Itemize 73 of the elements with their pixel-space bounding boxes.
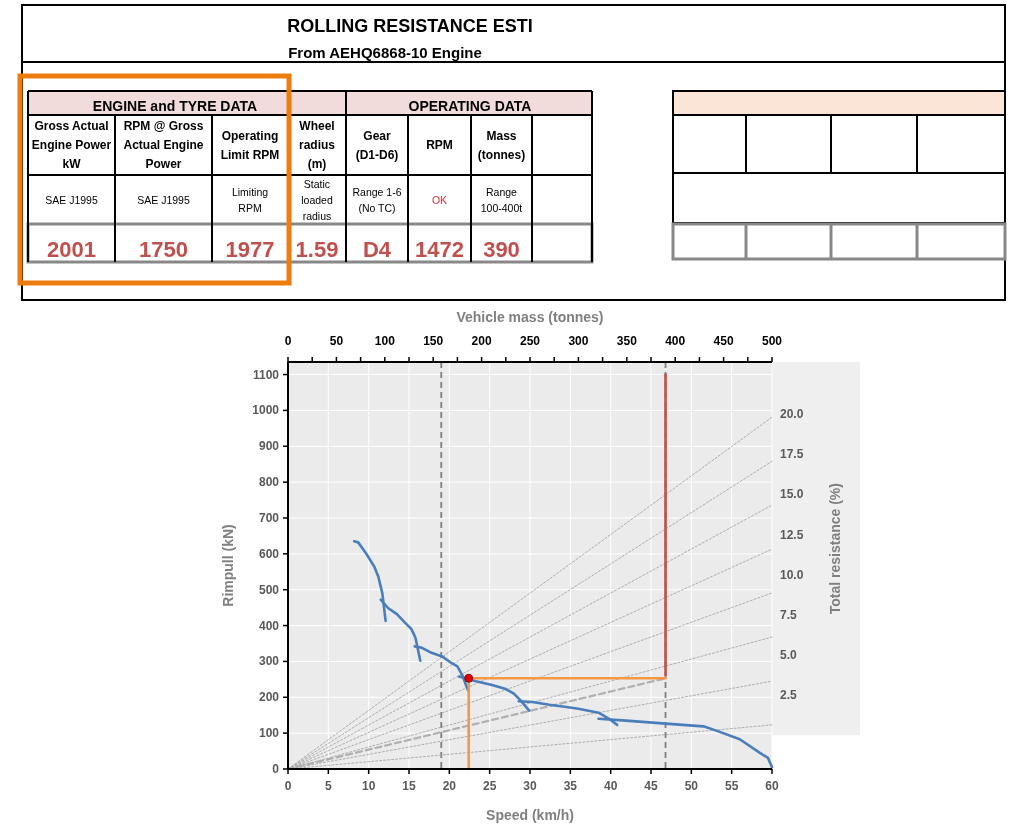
y2-tick-label: 7.5 [780, 607, 798, 622]
y-tick-label: 500 [258, 582, 280, 597]
text: SAE J1995 [137, 193, 190, 206]
x2-tick-label: 350 [616, 334, 638, 348]
x-tick-label: 20 [442, 779, 457, 793]
text: 1750 [139, 237, 188, 262]
y-tick-label: 0 [272, 762, 280, 776]
x-tick-label: 60 [765, 779, 779, 793]
text: OPERATING DATA [408, 98, 532, 114]
text: Range 1-6 (No TC) [352, 185, 402, 214]
y2-tick-label: 12.5 [780, 527, 804, 542]
text: OK [431, 193, 448, 206]
text: Operating Limit RPM [220, 128, 280, 162]
x-tick-label: 30 [523, 779, 537, 793]
text: 390 [483, 237, 520, 262]
x2-tick-label: 500 [761, 334, 783, 348]
x-tick-label: 40 [603, 779, 618, 793]
y2-tick-label: 10.0 [780, 567, 804, 582]
text: Gross Actual Engine Power kW [31, 119, 112, 171]
text: Static loaded radius [301, 177, 333, 222]
y-tick-label: 600 [258, 546, 280, 561]
chart-title: ROLLING RESISTANCE ESTI [287, 16, 533, 36]
y2-tick-label: 17.5 [780, 447, 804, 462]
x-tick-label: 25 [482, 779, 497, 793]
x2-tick-label: 400 [665, 334, 686, 348]
y-axis-title: Rimpull (kN) [220, 524, 236, 607]
y-tick-label: 700 [258, 510, 280, 525]
text: 2001 [47, 237, 96, 262]
text: Limiting RPM [231, 185, 269, 214]
y-tick-label: 200 [258, 690, 280, 705]
text: 1472 [415, 237, 464, 262]
x-axis-title: Speed (km/h) [486, 807, 574, 823]
y2-tick-label: 2.5 [780, 688, 798, 703]
x2-tick-label: 300 [568, 334, 589, 348]
x-tick-label: 55 [724, 779, 739, 793]
y2-tick-label: 5.0 [780, 648, 798, 663]
y-tick-label: 100 [258, 726, 280, 741]
x-tick-label: 0 [284, 779, 292, 793]
x-tick-label: 5 [324, 779, 332, 793]
text: SAE J1995 [45, 193, 98, 206]
x2-axis-title: Vehicle mass (tonnes) [456, 309, 604, 325]
x2-tick-label: 50 [329, 334, 344, 348]
text: 1.59 [295, 237, 339, 262]
x2-tick-label: 0 [284, 334, 292, 348]
x2-tick-label: 200 [471, 334, 492, 348]
text: ENGINE and TYRE DATA [92, 98, 258, 114]
x2-tick-label: 100 [374, 334, 396, 348]
text: D4 [362, 237, 392, 262]
x2-tick-label: 450 [713, 334, 734, 348]
y-tick-label: 800 [258, 475, 280, 490]
text: 1977 [225, 237, 275, 262]
y2-tick-label: 15.0 [780, 487, 804, 502]
y-tick-label: 900 [258, 439, 280, 454]
text: Gear (D1-D6) [355, 128, 399, 162]
x-tick-label: 10 [361, 779, 376, 793]
y-tick-label: 1100 [252, 367, 280, 382]
text: RPM [426, 138, 453, 152]
y2-tick-label: 20.0 [780, 407, 804, 422]
chart-subtitle: From AEHQ6868-10 Engine [288, 44, 482, 61]
x2-tick-label: 150 [423, 334, 444, 348]
x-tick-label: 50 [684, 779, 699, 793]
text: Wheel radius (m) [298, 119, 336, 171]
x-tick-label: 45 [644, 779, 658, 793]
y-tick-label: 400 [258, 618, 280, 633]
text: Range 100-400t [480, 185, 523, 214]
y-tick-label: 1000 [252, 403, 280, 418]
text: Mass (tonnes) [477, 128, 526, 162]
y-tick-label: 300 [258, 654, 280, 669]
x-tick-label: 15 [402, 779, 416, 793]
y2-axis-title: Total resistance (%) [827, 483, 843, 615]
text: RPM @ Gross Actual Engine Power [123, 119, 204, 171]
x2-tick-label: 250 [519, 334, 541, 348]
x-tick-label: 35 [563, 779, 578, 793]
